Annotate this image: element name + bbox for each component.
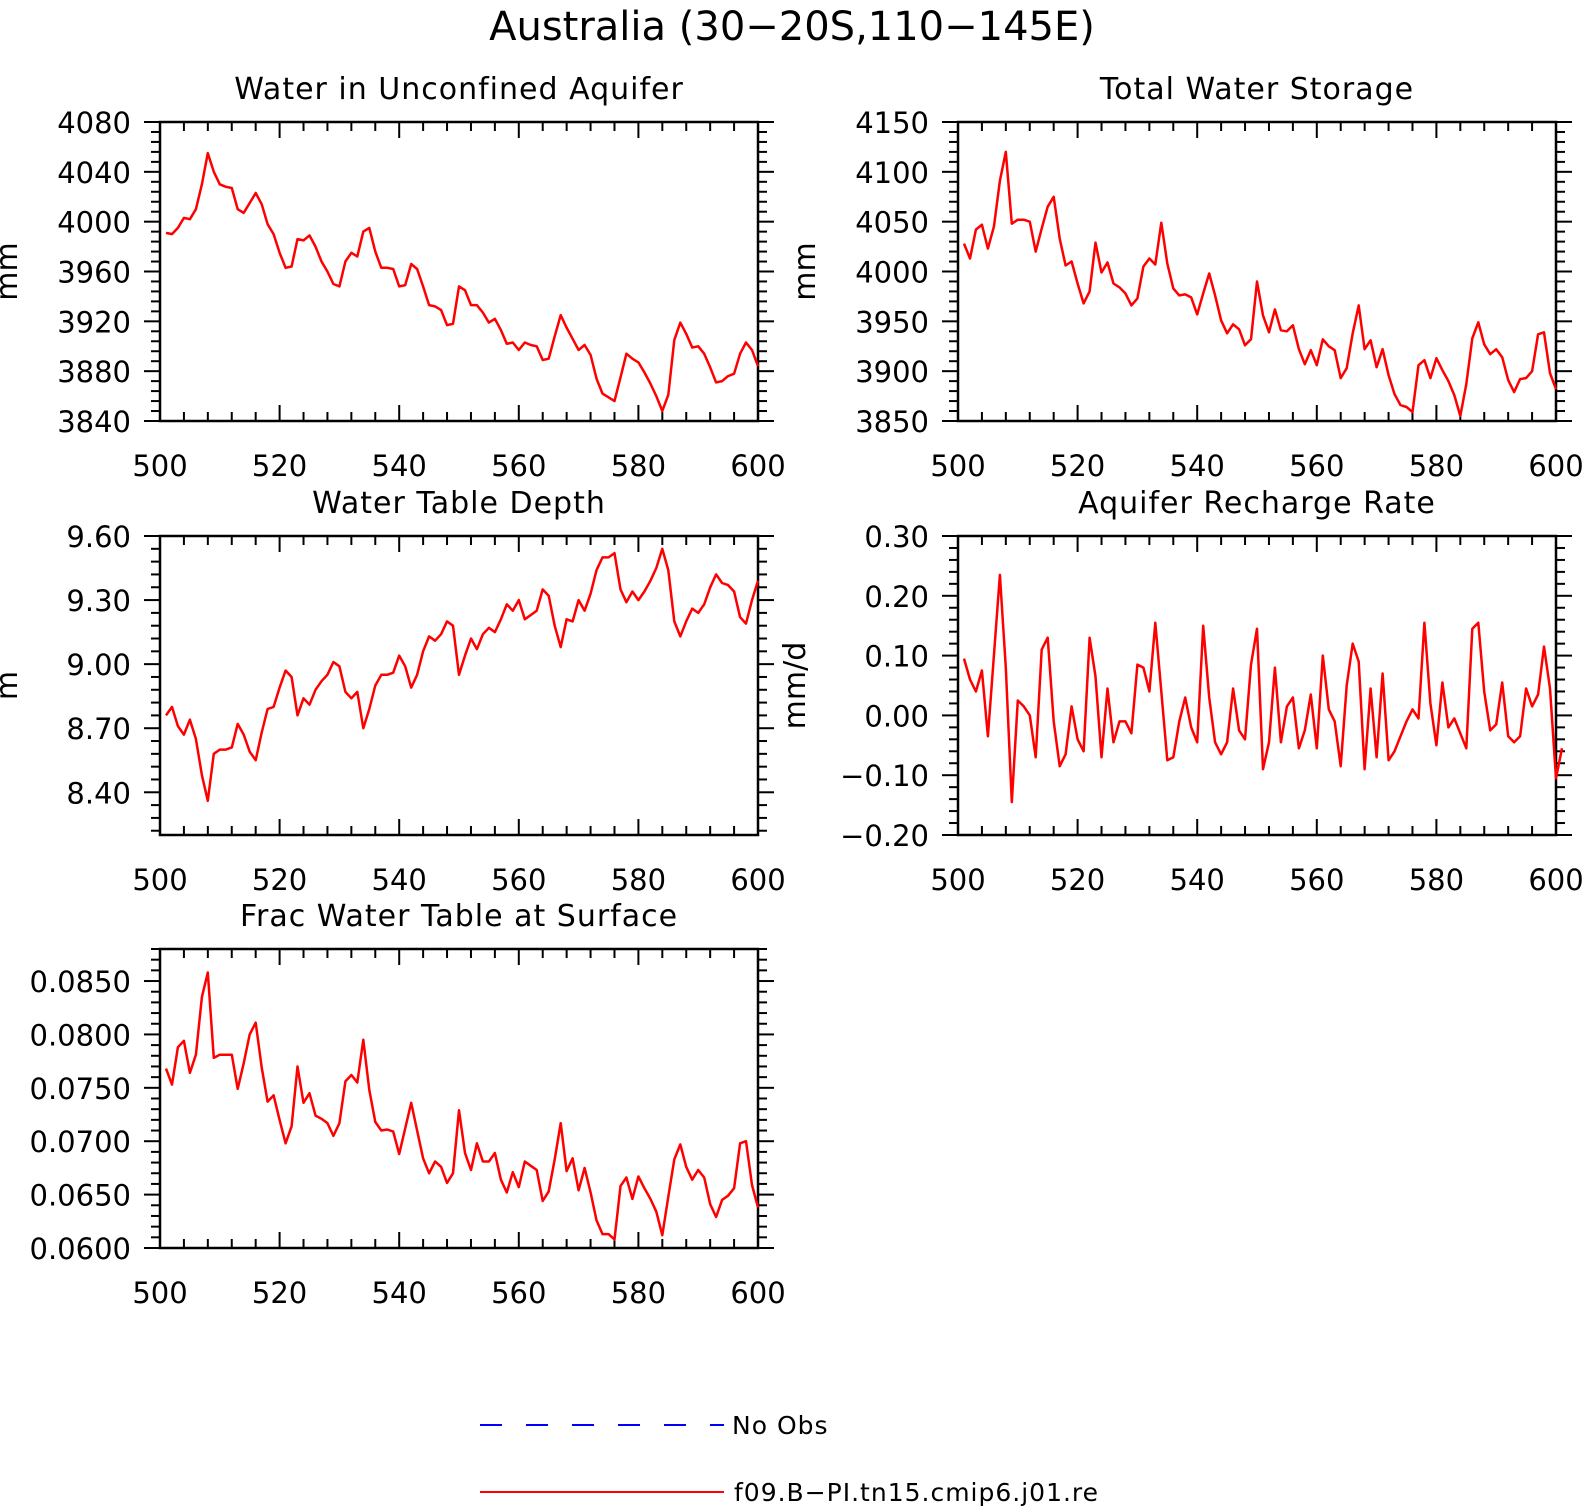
y-tick-label: 3880 [57, 355, 131, 389]
y-tick-label: 9.30 [66, 584, 131, 618]
y-tick-label: 0.0650 [30, 1179, 131, 1213]
panels: Water in Unconfined Aquifer 500 520 540 560 5… [0, 72, 1584, 1310]
x-tick-label: 560 [491, 863, 546, 897]
x-tick-label: 580 [1409, 449, 1464, 483]
y-tick-label: 0.0600 [30, 1232, 131, 1266]
x-tick-label: 520 [252, 449, 307, 483]
x-tick-label: 600 [1528, 863, 1583, 897]
x-tick-label: 540 [1170, 449, 1225, 483]
y-tick-label: 3900 [855, 355, 929, 389]
x-tick-label: 540 [1170, 863, 1225, 897]
y-tick-label: 0.0800 [30, 1018, 131, 1052]
x-tick-label: 580 [611, 863, 666, 897]
series-line [962, 573, 1564, 804]
y-axis-label: mm/d [778, 642, 813, 730]
y-axis-label: mm [0, 242, 25, 300]
x-tick-label: 600 [730, 863, 785, 897]
panel-unconfined-aquifer: Water in Unconfined Aquifer 500 520 540 560 5… [0, 72, 786, 483]
x-tick-label: 560 [491, 1276, 546, 1310]
x-tick-label: 560 [491, 449, 546, 483]
y-tick-label: −0.10 [840, 759, 929, 793]
series-line [165, 151, 760, 413]
y-axis-label: mm [788, 242, 823, 300]
y-tick-label: 4040 [57, 156, 131, 190]
panel-recharge-rate: Aquifer Recharge Rate 500 520 540 560 580 600 −… [778, 486, 1584, 897]
series-line [164, 547, 760, 803]
panel-total-water-storage: Total Water Storage 500 520 540 560 580 600 385… [788, 72, 1584, 483]
y-axis-label: m [0, 671, 25, 700]
y-tick-label: 0.10 [864, 640, 929, 674]
y-tick-label: 0.00 [864, 699, 929, 733]
y-tick-label: 0.0700 [30, 1125, 131, 1159]
x-tick-label: 600 [730, 449, 785, 483]
y-tick-label: 0.20 [864, 580, 929, 614]
y-tick-label: 4150 [855, 106, 929, 140]
x-tick-label: 600 [1528, 449, 1583, 483]
x-tick-label: 580 [1409, 863, 1464, 897]
x-tick-label: 540 [372, 1276, 427, 1310]
y-tick-label: 3960 [57, 256, 131, 290]
panel-title: Water Table Depth [312, 486, 606, 521]
y-tick-label: 9.00 [66, 648, 131, 682]
y-tick-label: 3840 [57, 405, 131, 439]
series-line [164, 971, 760, 1241]
x-tick-label: 500 [132, 449, 187, 483]
x-tick-label: 560 [1289, 449, 1344, 483]
y-tick-label: 0.0750 [30, 1072, 131, 1106]
x-tick-label: 500 [930, 449, 985, 483]
panel-frac-water-table: Frac Water Table at Surface 500 520 540 560 5… [30, 899, 786, 1310]
x-tick-label: 500 [930, 863, 985, 897]
y-tick-label: 0.0850 [30, 965, 131, 999]
x-tick-label: 560 [1289, 863, 1344, 897]
x-tick-label: 520 [252, 1276, 307, 1310]
x-tick-label: 600 [730, 1276, 785, 1310]
x-tick-label: 500 [132, 1276, 187, 1310]
y-tick-label: 8.40 [66, 776, 131, 810]
y-tick-label: 3850 [855, 405, 929, 439]
x-tick-label: 520 [1050, 863, 1105, 897]
panel-title: Water in Unconfined Aquifer [234, 72, 684, 107]
y-tick-label: 4000 [57, 206, 131, 240]
panel-water-table-depth: Water Table Depth 500 520 540 560 580 600 8.40 8… [0, 486, 786, 897]
x-tick-label: 500 [132, 863, 187, 897]
x-tick-label: 540 [372, 863, 427, 897]
legend: No Obs f09.B−PI.tn15.cmip6.j01.re [480, 1411, 1099, 1507]
y-tick-label: 4050 [855, 206, 929, 240]
panel-title: Aquifer Recharge Rate [1078, 486, 1436, 521]
x-tick-label: 520 [252, 863, 307, 897]
y-tick-label: 3950 [855, 305, 929, 339]
figure-title: Australia (30−20S,110−145E) [489, 4, 1095, 50]
plot-frame [158, 534, 760, 837]
y-tick-label: 4000 [855, 256, 929, 290]
y-tick-label: 8.70 [66, 712, 131, 746]
y-tick-label: 4080 [57, 106, 131, 140]
y-tick-label: −0.20 [840, 819, 929, 853]
y-tick-label: 4100 [855, 156, 929, 190]
y-tick-label: 9.60 [66, 520, 131, 554]
legend-label-model: f09.B−PI.tn15.cmip6.j01.re [734, 1478, 1099, 1507]
panel-title: Total Water Storage [1099, 72, 1414, 107]
x-tick-label: 520 [1050, 449, 1105, 483]
panel-title: Frac Water Table at Surface [240, 899, 678, 934]
x-tick-label: 540 [372, 449, 427, 483]
x-tick-label: 580 [611, 1276, 666, 1310]
y-tick-label: 0.30 [864, 520, 929, 554]
legend-label-no-obs: No Obs [732, 1411, 829, 1440]
plot-frame [956, 534, 1558, 837]
y-tick-label: 3920 [57, 305, 131, 339]
series-line [962, 150, 1558, 418]
plot-frame [158, 120, 760, 423]
x-tick-label: 580 [611, 449, 666, 483]
